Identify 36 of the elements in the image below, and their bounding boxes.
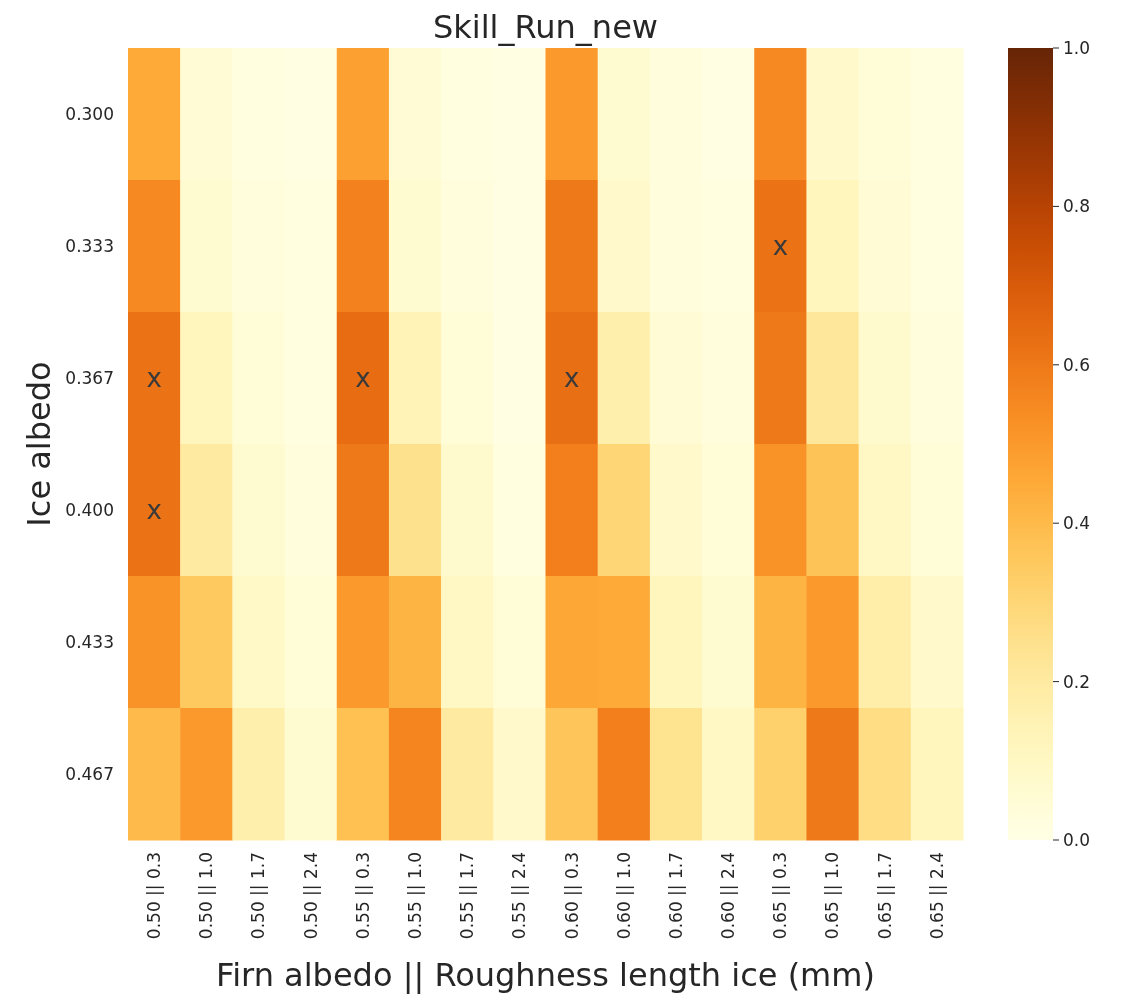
x-tick-label: 0.55 || 1.7 xyxy=(457,852,478,940)
chart-title: Skill_Run_new xyxy=(432,8,659,46)
color-bar-label: 0.6 xyxy=(1063,354,1091,375)
y-tick-label: 0.333 xyxy=(65,235,114,256)
x-tick-label: 0.50 || 0.3 xyxy=(144,852,165,940)
data-label: x xyxy=(146,495,162,526)
x-tick-label: 0.55 || 0.3 xyxy=(352,852,373,940)
y-tick-label: 0.400 xyxy=(65,499,114,520)
y-tick-label: 0.300 xyxy=(65,103,114,124)
color-bar-label: 0.2 xyxy=(1063,671,1091,692)
y-tick-label: 0.367 xyxy=(65,367,114,388)
y-tick-label: 0.467 xyxy=(65,763,114,784)
data-label: x xyxy=(355,363,371,394)
x-tick-label: 0.65 || 1.7 xyxy=(874,852,895,940)
data-label: x xyxy=(772,231,789,262)
x-tick-label: 0.65 || 1.0 xyxy=(822,852,843,940)
x-axis-title: Firn albedo || Roughness length ice (mm) xyxy=(216,956,875,994)
x-tick-label: 0.60 || 1.0 xyxy=(613,852,634,940)
x-tick-label: 0.60 || 0.3 xyxy=(561,852,582,940)
data-label: x xyxy=(146,363,162,394)
x-tick-label: 0.65 || 0.3 xyxy=(770,852,791,940)
color-bar-label: 0.8 xyxy=(1063,196,1091,217)
color-bar-label: 0.0 xyxy=(1063,829,1091,850)
color-bar-label: 0.4 xyxy=(1063,513,1091,534)
x-tick-label: 0.55 || 1.0 xyxy=(404,852,425,940)
x-tick-label: 0.60 || 2.4 xyxy=(718,852,739,940)
x-tick-label: 0.60 || 1.7 xyxy=(665,852,686,940)
x-tick-label: 0.55 || 2.4 xyxy=(509,852,530,940)
x-tick-label: 0.65 || 2.4 xyxy=(926,852,947,940)
x-tick-label: 0.50 || 1.7 xyxy=(248,852,269,940)
y-axis-title: Ice albedo xyxy=(20,361,58,527)
y-tick-label: 0.433 xyxy=(65,631,114,652)
x-tick-label: 0.50 || 1.0 xyxy=(196,852,217,940)
data-label: x xyxy=(563,363,580,394)
color-bar-label: 1.0 xyxy=(1063,37,1091,58)
x-tick-label: 0.50 || 2.4 xyxy=(300,852,321,940)
